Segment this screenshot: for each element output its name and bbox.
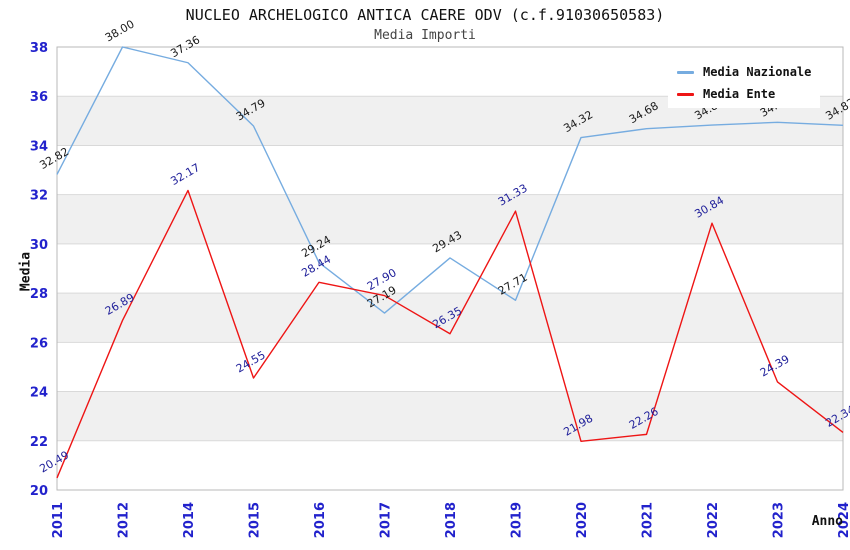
y-tick-label: 38: [30, 41, 48, 56]
y-tick-label: 30: [30, 238, 48, 253]
chart-title: NUCLEO ARCHELOGICO ANTICA CAERE ODV (c.f…: [185, 6, 665, 24]
x-tick-label: 2016: [313, 502, 328, 538]
legend-line-swatch-red: [677, 92, 694, 96]
plot-border: [56, 46, 844, 491]
series-line-media-ente: [56, 189, 844, 479]
y-tick-label: 24: [30, 386, 48, 401]
y-tick-label: 28: [30, 287, 48, 302]
series-line-media-nazionale: [56, 46, 844, 314]
x-tick-label: 2020: [575, 502, 590, 538]
chart-subtitle: Media Importi: [374, 28, 476, 43]
y-tick-label: 34: [30, 139, 48, 154]
legend-label: Media Nazionale: [703, 65, 812, 79]
legend: Media Nazionale Media Ente: [668, 58, 821, 108]
y-tick-label: 22: [30, 435, 48, 450]
x-tick-label: 2022: [706, 502, 721, 538]
plot-band: [57, 342, 843, 392]
x-tick-label: 2024: [837, 502, 850, 538]
x-tick-label: 2015: [248, 502, 263, 538]
x-tick-label: 2011: [51, 502, 66, 538]
x-tick-label: 2018: [444, 502, 459, 538]
plot-band: [57, 194, 843, 244]
y-tick-label: 20: [30, 484, 48, 499]
y-axis-title: Media: [18, 251, 34, 292]
plot-band: [57, 145, 843, 195]
plot-band: [57, 440, 843, 490]
y-tick-label: 26: [30, 336, 48, 351]
x-tick-label: 2017: [379, 502, 394, 538]
x-tick-label: 2014: [182, 502, 197, 538]
y-tick-label: 36: [30, 90, 48, 105]
plot-band: [57, 391, 843, 441]
x-tick-label: 2012: [117, 502, 132, 538]
x-tick-label: 2021: [641, 502, 656, 538]
y-tick-label: 32: [30, 189, 48, 204]
x-tick-label: 2023: [772, 502, 787, 538]
plot-band: [57, 243, 843, 294]
x-axis-title: Anno: [811, 514, 843, 529]
x-tick-label: 2019: [510, 502, 525, 538]
legend-label: Media Ente: [703, 87, 776, 101]
legend-item-media-ente: Media Ente: [677, 83, 811, 105]
legend-item-media-nazionale: Media Nazionale: [677, 61, 811, 83]
legend-line-swatch-blue: [677, 70, 694, 74]
